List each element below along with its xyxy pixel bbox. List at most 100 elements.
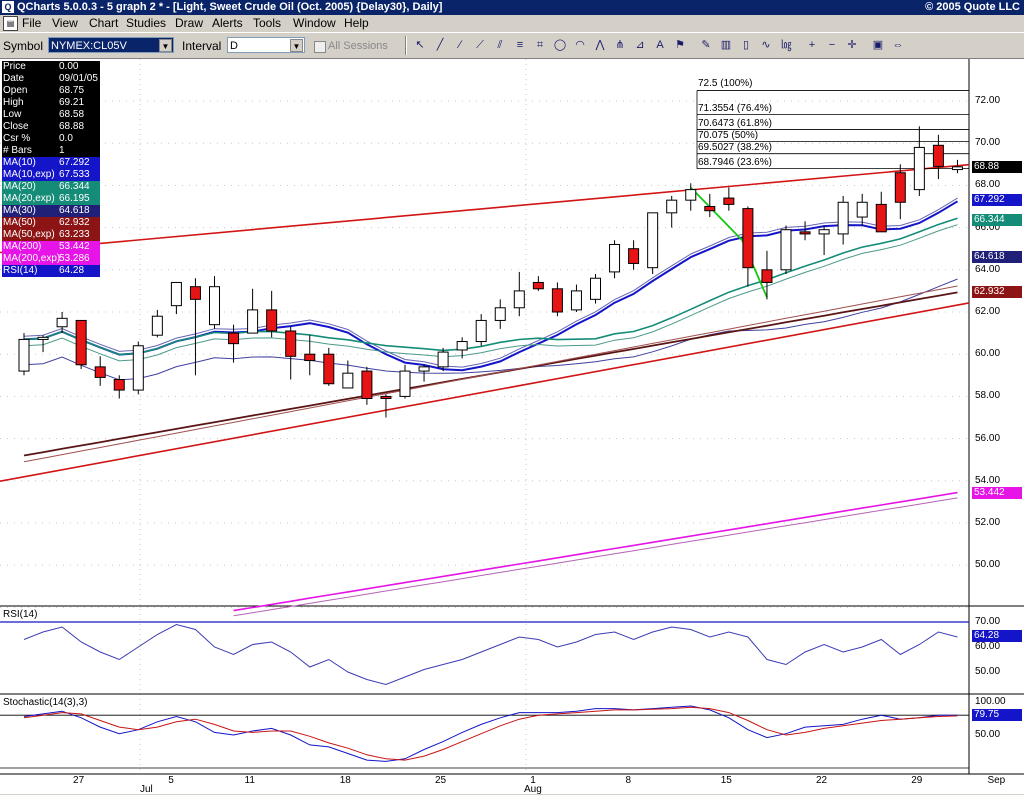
candle-body [151, 315, 163, 336]
properties-icon[interactable]: ✎ [701, 39, 711, 51]
menu-alerts[interactable]: Alerts [212, 16, 243, 30]
arc-icon[interactable]: ◠ [575, 39, 585, 51]
toolbar-separator [405, 36, 407, 55]
candle-body [590, 277, 601, 300]
legend-row: Date 09/01/05 [2, 73, 100, 85]
candle-body [647, 212, 659, 269]
line-icon[interactable]: ╱ [436, 39, 444, 51]
candle-body [189, 286, 201, 300]
fib-icon[interactable]: ≡ [516, 39, 524, 51]
legend-value: 68.75 [59, 85, 85, 96]
price-badge: 62.932 [972, 286, 1022, 299]
legend-value: 0.00 [59, 61, 79, 72]
gann-icon[interactable]: ⌗ [536, 39, 544, 51]
price-chart[interactable] [0, 59, 1024, 794]
cycle-icon[interactable]: ◯ [553, 39, 567, 51]
menu-tools[interactable]: Tools [253, 16, 282, 30]
price-badge: 64.618 [972, 250, 1022, 263]
trend-icon[interactable]: ⟋ [476, 39, 484, 51]
legend-value: 69.21 [59, 97, 85, 108]
price-tick-label: 68.00 [975, 179, 1001, 191]
ray-icon[interactable]: ⁄ [459, 39, 461, 51]
zoom-in-icon[interactable]: + [808, 39, 816, 51]
legend-key: Low [3, 109, 22, 120]
bar-chart-icon[interactable]: ▥ [720, 39, 732, 51]
menu-draw[interactable]: Draw [175, 16, 204, 30]
ma20exp-line [23, 224, 958, 362]
candle-body [628, 248, 640, 264]
candle-body [570, 290, 582, 311]
fib-level-label: 71.3554 (76.4%) [698, 102, 772, 114]
price-badge: 66.344 [972, 214, 1022, 227]
menu-studies[interactable]: Studies [126, 16, 167, 30]
legend-row: RSI(14) 64.28 [2, 265, 100, 277]
symbol-input[interactable]: NYMEX:CL05V ▼ [48, 37, 174, 53]
legend-row: Price 0.00 [2, 61, 100, 73]
candle-body [742, 208, 754, 269]
time-tick-label: 15 [720, 775, 732, 786]
alert-icon[interactable]: ⚑ [675, 39, 685, 51]
candle-body [609, 243, 621, 273]
crosshair-icon[interactable]: ✛ [847, 39, 857, 51]
log-icon[interactable]: ㏒ [780, 39, 792, 51]
legend-value: 63.233 [59, 229, 90, 240]
zoom-out-icon[interactable]: − [828, 39, 836, 51]
legend-key: Price [3, 61, 26, 72]
candle-body [551, 288, 563, 313]
channel-icon[interactable]: ⫽ [497, 39, 503, 51]
stoch-d-line [23, 706, 958, 761]
candle-body [94, 366, 106, 378]
legend-key: Date [3, 73, 25, 84]
price-tick-label: 50.00 [975, 559, 1001, 571]
candle-body [437, 351, 449, 368]
chevron-down-icon[interactable]: ▼ [290, 39, 303, 52]
speed-icon[interactable]: ⊿ [635, 39, 645, 51]
interval-value: D [230, 40, 238, 52]
price-tick-label: 66.00 [975, 221, 1001, 233]
app-icon[interactable]: Q [2, 1, 14, 13]
snapshot-icon[interactable]: ▣ [872, 39, 884, 51]
document-icon[interactable]: ▤ [3, 16, 18, 31]
legend-key: High [3, 97, 24, 108]
pitchfork-icon[interactable]: ⋔ [615, 39, 625, 51]
legend-key: MA(20,exp) [3, 193, 55, 204]
menu-chart[interactable]: Chart [89, 16, 119, 30]
menu-help[interactable]: Help [344, 16, 369, 30]
legend-value: 53.286 [59, 253, 90, 264]
candle-body [837, 201, 849, 235]
data-legend: Price 0.00 Date 09/01/05 Open 68.75 High 69.21 L… [2, 61, 100, 277]
price-badge: 68.88 [972, 160, 1022, 173]
text-icon[interactable]: A [656, 39, 664, 51]
menu-file[interactable]: File [22, 16, 42, 30]
menu-view[interactable]: View [52, 16, 78, 30]
time-tick-label: 22 [816, 775, 828, 786]
legend-value: 62.932 [59, 217, 90, 228]
candle-body [799, 231, 811, 235]
legend-key: MA(200) [3, 241, 42, 252]
expand-icon[interactable]: ⇔ [892, 39, 904, 51]
candle-chart-icon[interactable]: ▯ [742, 39, 750, 51]
legend-row: MA(30) 64.618 [2, 205, 100, 217]
menu-window[interactable]: Window [293, 16, 336, 30]
symbol-value: NYMEX:CL05V [51, 40, 127, 52]
legend-key: RSI(14) [3, 265, 38, 276]
pointer-icon[interactable]: ↖ [415, 39, 425, 51]
candle-body [494, 307, 506, 321]
legend-value: 1 [59, 145, 65, 156]
legend-key: Csr % [3, 133, 31, 144]
interval-select[interactable]: D ▼ [227, 37, 305, 53]
price-badge: 53.442 [972, 486, 1022, 499]
window-title: QCharts 5.0.0.3 - 5 graph 2 * - [Light, … [17, 1, 443, 13]
legend-row: MA(50) 62.932 [2, 217, 100, 229]
chevron-down-icon[interactable]: ▼ [159, 39, 172, 52]
all-sessions-checkbox[interactable] [314, 41, 326, 53]
candle-body [818, 229, 830, 235]
chart-area[interactable]: Price 0.00 Date 09/01/05 Open 68.75 High 69.21 L… [0, 59, 1024, 794]
legend-value: 53.442 [59, 241, 90, 252]
candle-body [513, 290, 525, 309]
legend-row: # Bars 1 [2, 145, 100, 157]
fan-icon[interactable]: ⋀ [595, 39, 605, 51]
price-tick-label: 72.00 [975, 95, 1001, 106]
line-chart-icon[interactable]: ∿ [761, 39, 771, 51]
candle-body [704, 206, 716, 212]
